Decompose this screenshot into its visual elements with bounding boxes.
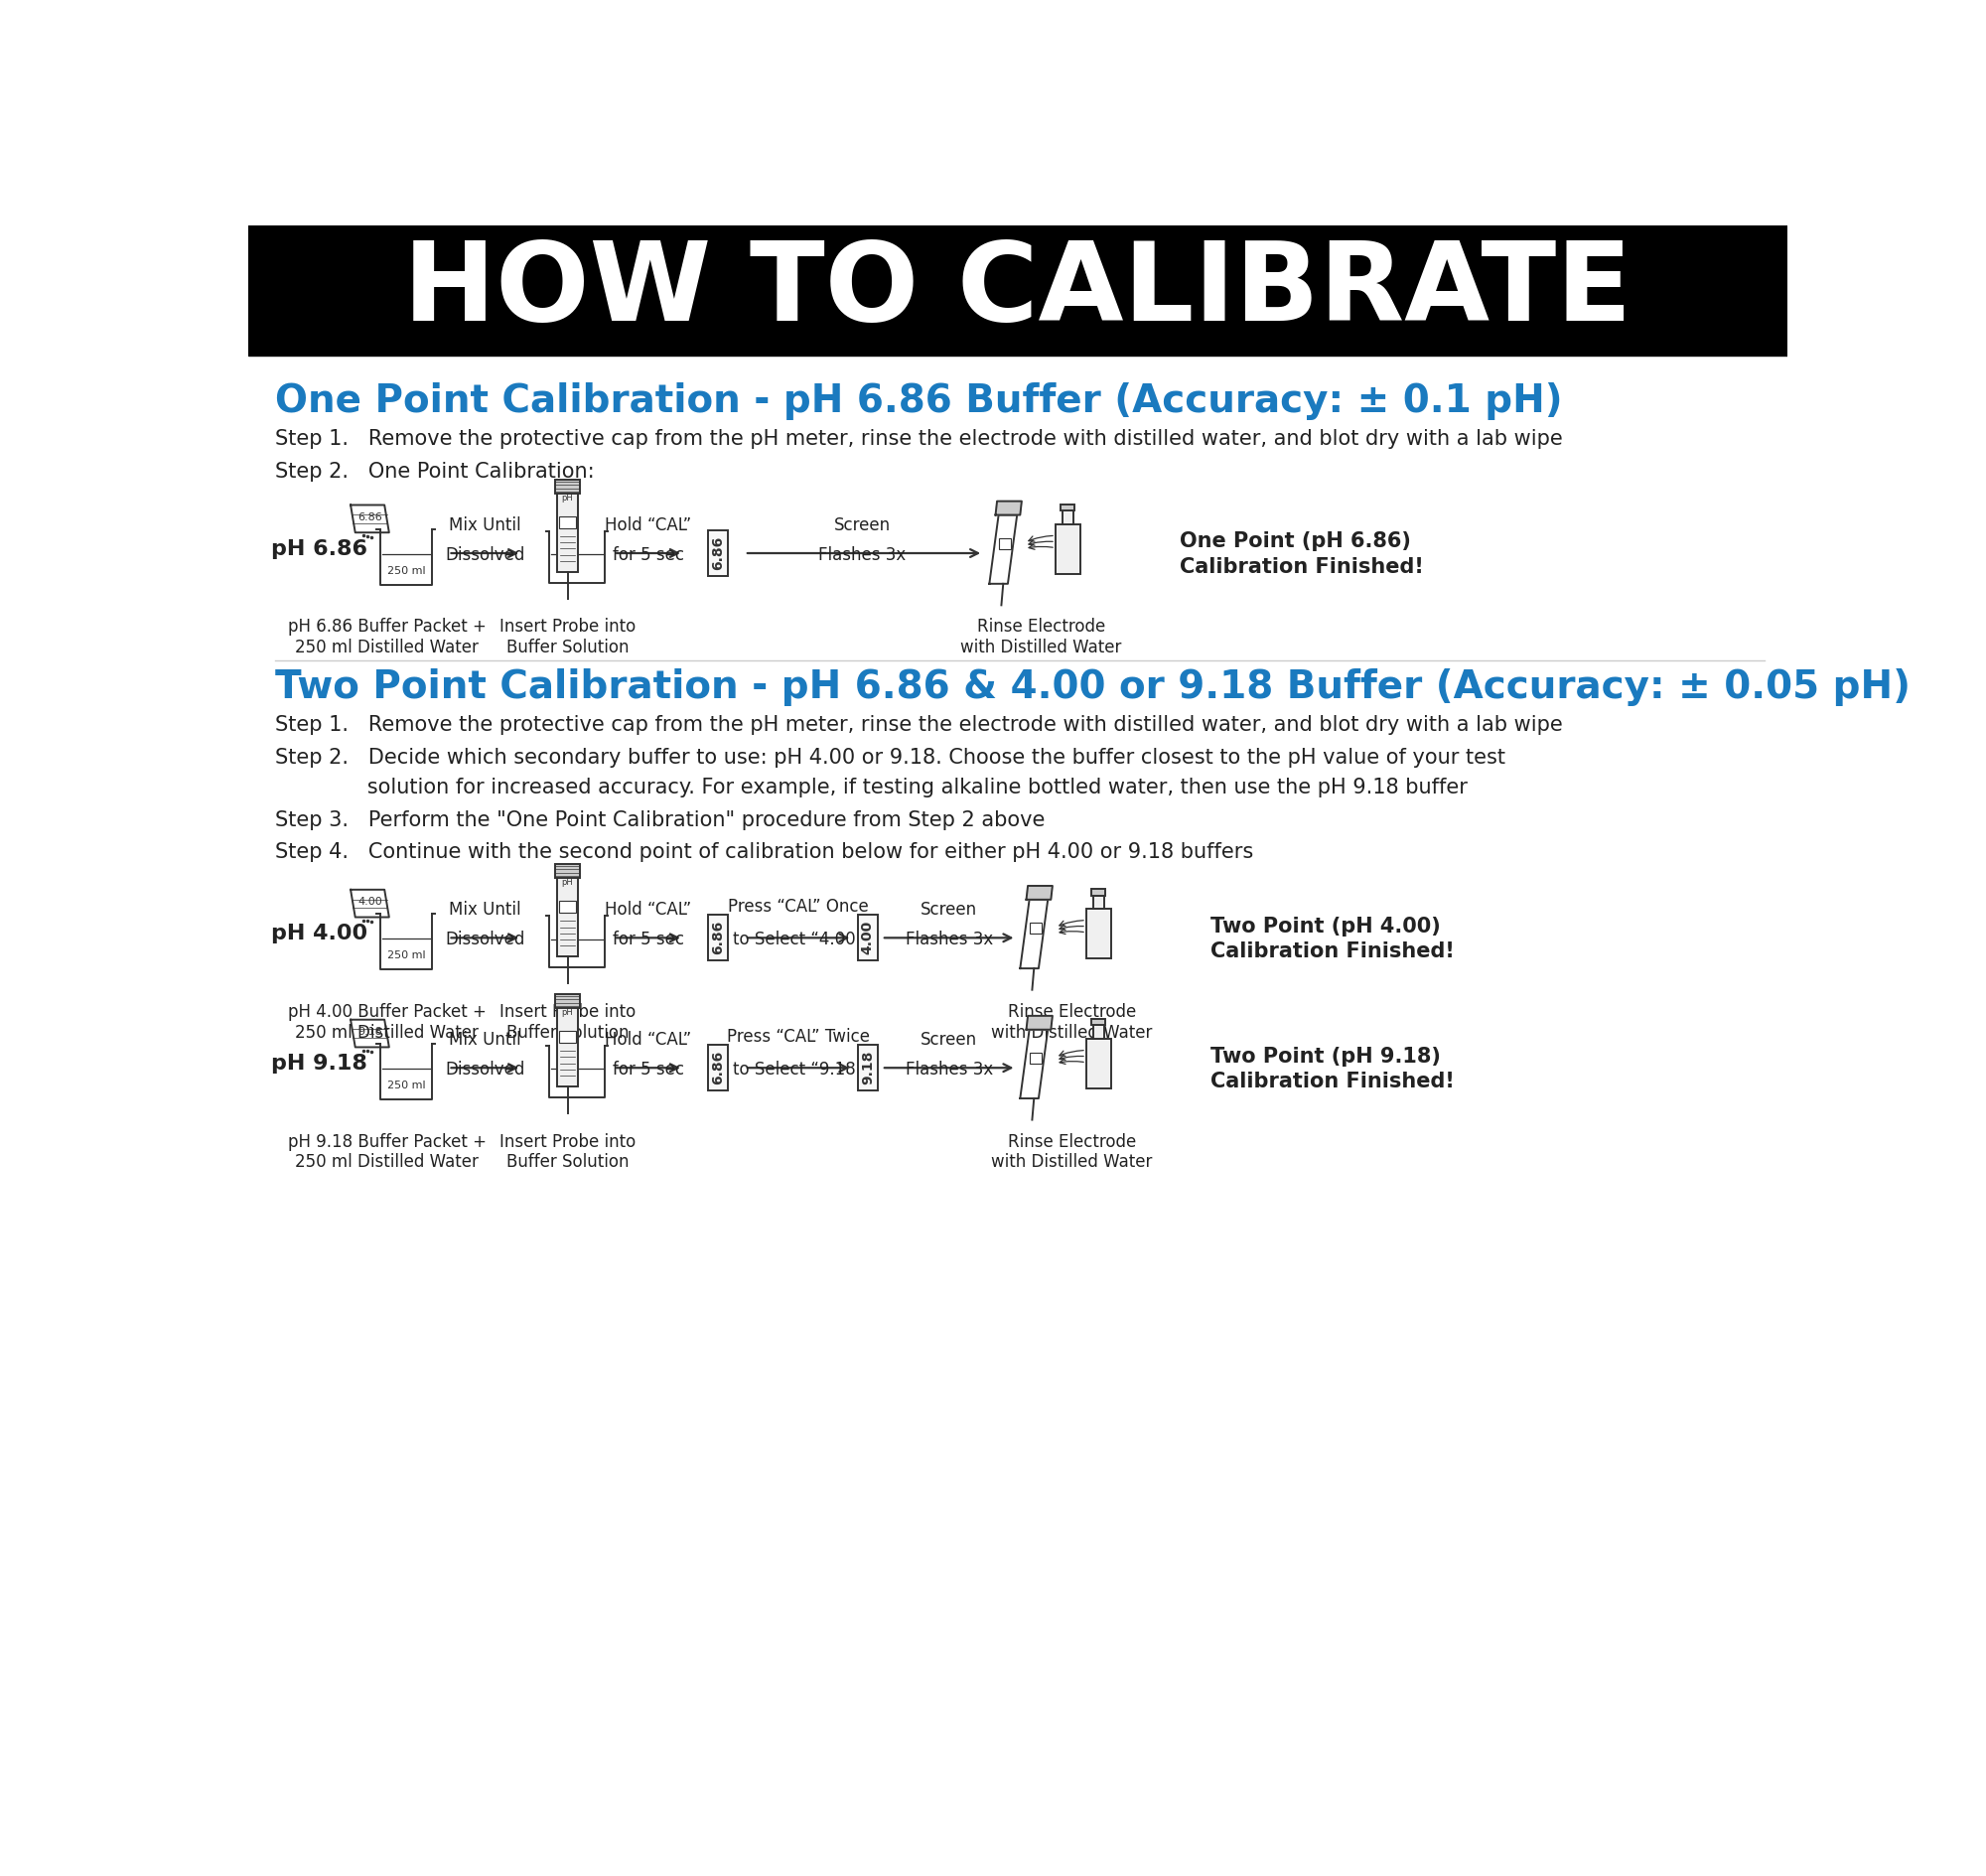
Bar bbox=[560, 516, 576, 527]
Text: Insert Probe into
Buffer Solution: Insert Probe into Buffer Solution bbox=[500, 1004, 636, 1041]
Text: 6.86: 6.86 bbox=[711, 537, 725, 570]
Bar bbox=[858, 1045, 878, 1090]
Text: 250 ml: 250 ml bbox=[387, 1081, 425, 1090]
Text: Dissolved: Dissolved bbox=[445, 1060, 524, 1079]
Text: Mix Until: Mix Until bbox=[449, 900, 520, 919]
Bar bbox=[560, 900, 576, 912]
Text: Calibration Finished!: Calibration Finished! bbox=[1209, 1071, 1454, 1092]
Text: Dissolved: Dissolved bbox=[445, 930, 524, 949]
Text: Two Point Calibration - pH 6.86 & 4.00 or 9.18 Buffer (Accuracy: ± 0.05 pH): Two Point Calibration - pH 6.86 & 4.00 o… bbox=[276, 668, 1911, 705]
Text: 250 ml: 250 ml bbox=[387, 951, 425, 961]
Bar bbox=[707, 915, 727, 961]
Text: Screen: Screen bbox=[922, 900, 977, 919]
Text: pH 9.18: pH 9.18 bbox=[272, 1054, 367, 1073]
Bar bbox=[1092, 895, 1104, 910]
Text: Dissolved: Dissolved bbox=[445, 546, 524, 565]
Text: Insert Probe into
Buffer Solution: Insert Probe into Buffer Solution bbox=[500, 1133, 636, 1171]
Text: 9.18: 9.18 bbox=[357, 1026, 381, 1037]
Text: for 5 sec: for 5 sec bbox=[612, 930, 683, 949]
Text: 6.86: 6.86 bbox=[357, 512, 381, 522]
Text: Mix Until: Mix Until bbox=[449, 1030, 520, 1049]
Text: Calibration Finished!: Calibration Finished! bbox=[1209, 942, 1454, 962]
Bar bbox=[560, 1032, 576, 1043]
Bar bbox=[1029, 923, 1043, 934]
Bar bbox=[1086, 1039, 1110, 1088]
Text: Step 2.   Decide which secondary buffer to use: pH 4.00 or 9.18. Choose the buff: Step 2. Decide which secondary buffer to… bbox=[276, 747, 1505, 767]
Polygon shape bbox=[1027, 1015, 1053, 1030]
Bar bbox=[248, 225, 1787, 355]
Text: pH 4.00: pH 4.00 bbox=[272, 925, 367, 944]
Text: 4.00: 4.00 bbox=[357, 897, 381, 906]
Text: Step 2.   One Point Calibration:: Step 2. One Point Calibration: bbox=[276, 461, 594, 482]
Bar bbox=[1055, 525, 1080, 574]
Text: Rinse Electrode
with Distilled Water: Rinse Electrode with Distilled Water bbox=[991, 1133, 1152, 1171]
Text: Hold “CAL”: Hold “CAL” bbox=[606, 900, 691, 919]
Text: Rinse Electrode
with Distilled Water: Rinse Electrode with Distilled Water bbox=[991, 1004, 1152, 1041]
Text: pH: pH bbox=[562, 493, 574, 503]
Text: for 5 sec: for 5 sec bbox=[612, 546, 683, 565]
Text: 6.86: 6.86 bbox=[711, 921, 725, 955]
Text: 9.18: 9.18 bbox=[860, 1051, 874, 1084]
Text: 250 ml: 250 ml bbox=[387, 567, 425, 576]
Text: Hold “CAL”: Hold “CAL” bbox=[606, 516, 691, 535]
Text: 4.00: 4.00 bbox=[860, 921, 874, 955]
Text: Two Point (pH 4.00): Two Point (pH 4.00) bbox=[1209, 915, 1440, 936]
Text: Flashes 3x: Flashes 3x bbox=[818, 546, 906, 565]
Text: Insert Probe into
Buffer Solution: Insert Probe into Buffer Solution bbox=[500, 619, 636, 657]
Bar bbox=[707, 531, 727, 576]
Bar bbox=[556, 480, 580, 493]
Text: 6.86: 6.86 bbox=[711, 1051, 725, 1084]
Text: pH 6.86: pH 6.86 bbox=[272, 540, 367, 559]
Text: pH 9.18 Buffer Packet +
250 ml Distilled Water: pH 9.18 Buffer Packet + 250 ml Distilled… bbox=[288, 1133, 487, 1171]
Text: Step 1.   Remove the protective cap from the pH meter, rinse the electrode with : Step 1. Remove the protective cap from t… bbox=[276, 430, 1563, 448]
Text: Press “CAL” Twice: Press “CAL” Twice bbox=[727, 1028, 870, 1045]
Text: pH 4.00 Buffer Packet +
250 ml Distilled Water: pH 4.00 Buffer Packet + 250 ml Distilled… bbox=[288, 1004, 487, 1041]
Bar bbox=[1092, 1019, 1106, 1026]
Text: Calibration Finished!: Calibration Finished! bbox=[1180, 557, 1424, 578]
Bar bbox=[1086, 910, 1110, 959]
Bar bbox=[556, 1006, 578, 1086]
Bar bbox=[1029, 1052, 1043, 1064]
Text: Screen: Screen bbox=[922, 1030, 977, 1049]
Bar bbox=[1063, 510, 1072, 525]
Text: One Point (pH 6.86): One Point (pH 6.86) bbox=[1180, 531, 1410, 552]
Bar bbox=[1061, 505, 1074, 510]
Text: Step 1.   Remove the protective cap from the pH meter, rinse the electrode with : Step 1. Remove the protective cap from t… bbox=[276, 715, 1563, 735]
Bar bbox=[999, 538, 1011, 550]
Bar bbox=[858, 915, 878, 961]
Text: Hold “CAL”: Hold “CAL” bbox=[606, 1030, 691, 1049]
Bar bbox=[556, 492, 578, 572]
Bar bbox=[707, 1045, 727, 1090]
Bar bbox=[556, 994, 580, 1007]
Text: pH 6.86 Buffer Packet +
250 ml Distilled Water: pH 6.86 Buffer Packet + 250 ml Distilled… bbox=[288, 619, 487, 657]
Text: Step 3.   Perform the "One Point Calibration" procedure from Step 2 above: Step 3. Perform the "One Point Calibrati… bbox=[276, 810, 1045, 829]
Text: One Point Calibration - pH 6.86 Buffer (Accuracy: ± 0.1 pH): One Point Calibration - pH 6.86 Buffer (… bbox=[276, 383, 1563, 420]
Text: Step 4.   Continue with the second point of calibration below for either pH 4.00: Step 4. Continue with the second point o… bbox=[276, 842, 1253, 863]
Text: Screen: Screen bbox=[834, 516, 890, 535]
Text: pH: pH bbox=[562, 878, 574, 887]
Text: Flashes 3x: Flashes 3x bbox=[906, 930, 993, 949]
Text: Flashes 3x: Flashes 3x bbox=[906, 1060, 993, 1079]
Text: to Select “4.00”: to Select “4.00” bbox=[733, 930, 864, 949]
Bar bbox=[1092, 1026, 1104, 1039]
Text: Two Point (pH 9.18): Two Point (pH 9.18) bbox=[1209, 1047, 1440, 1066]
Bar bbox=[556, 865, 580, 878]
Text: to Select “9.18”: to Select “9.18” bbox=[733, 1060, 864, 1079]
Text: solution for increased accuracy. For example, if testing alkaline bottled water,: solution for increased accuracy. For exa… bbox=[276, 779, 1468, 797]
Polygon shape bbox=[995, 501, 1021, 514]
Bar bbox=[556, 876, 578, 957]
Text: Press “CAL” Once: Press “CAL” Once bbox=[729, 899, 870, 915]
Polygon shape bbox=[1027, 885, 1053, 900]
Text: for 5 sec: for 5 sec bbox=[612, 1060, 683, 1079]
Text: Rinse Electrode
with Distilled Water: Rinse Electrode with Distilled Water bbox=[961, 619, 1122, 657]
Text: Mix Until: Mix Until bbox=[449, 516, 520, 535]
Bar bbox=[1092, 889, 1106, 895]
Text: pH: pH bbox=[562, 1007, 574, 1017]
Text: HOW TO CALIBRATE: HOW TO CALIBRATE bbox=[403, 236, 1632, 343]
